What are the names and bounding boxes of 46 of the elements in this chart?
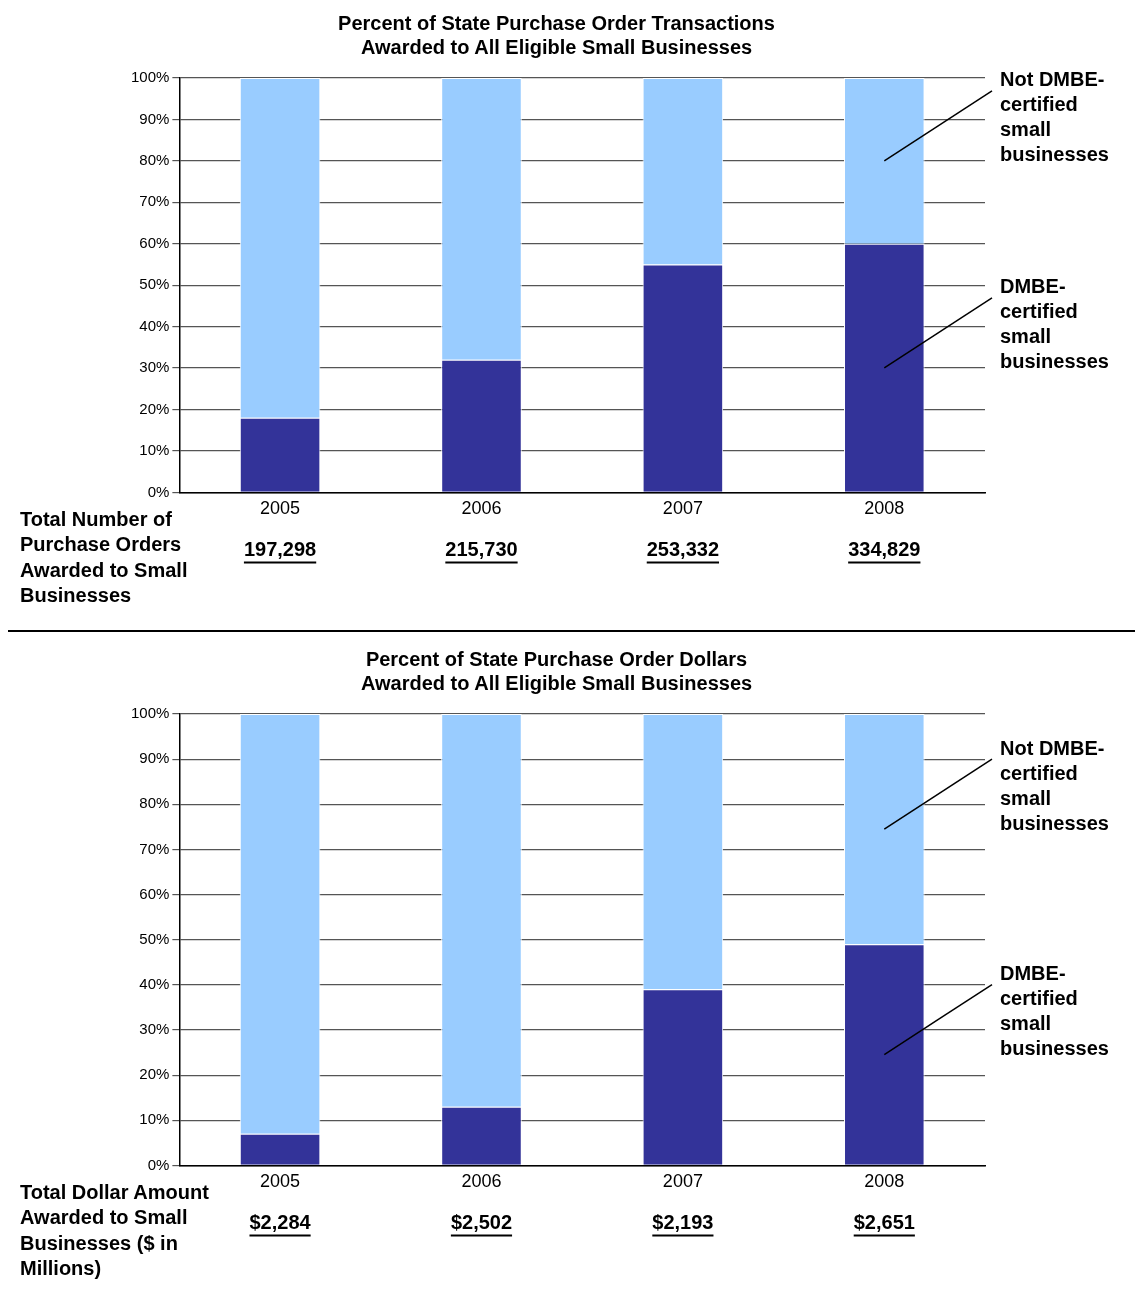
y-tick-label: 0% xyxy=(147,482,170,500)
y-tick-label: 70% xyxy=(139,192,170,210)
text: $2,651 xyxy=(853,1210,915,1233)
x-tick-label: 2007 xyxy=(662,1171,703,1192)
text: DMBE-certified small businesses xyxy=(1000,275,1109,373)
y-tick-label: 60% xyxy=(139,884,170,902)
x-tick-label: 2008 xyxy=(864,498,905,519)
text: $2,193 xyxy=(652,1210,714,1233)
text: Not DMBE-certified small businesses xyxy=(1000,68,1109,166)
x-tick-label: 2006 xyxy=(461,1171,502,1192)
y-tick-label: 100% xyxy=(130,704,170,722)
text: $2,502 xyxy=(450,1210,513,1233)
x-tick-label: 2007 xyxy=(662,498,703,519)
x-tick-label: 2008 xyxy=(864,1171,905,1192)
y-tick-label: 30% xyxy=(139,1020,170,1038)
y-tick-label: 90% xyxy=(139,749,170,767)
x-tick-label: 2006 xyxy=(461,498,502,519)
text: 215,730 xyxy=(445,537,518,560)
text: $2,284 xyxy=(249,1210,312,1233)
text: Total Dollar Amount Awarded to Small Businesses ($ in Millions) xyxy=(20,1180,210,1280)
y-tick-label: 50% xyxy=(139,275,170,293)
y-tick-label: 20% xyxy=(139,1065,170,1083)
text: 253,332 xyxy=(646,537,720,560)
text: DMBE-certified small businesses xyxy=(1000,962,1109,1060)
y-tick-label: 0% xyxy=(147,1155,170,1173)
y-tick-label: 40% xyxy=(139,974,170,992)
y-tick-label: 20% xyxy=(139,399,170,417)
y-tick-label: 10% xyxy=(139,441,170,459)
x-tick-label: 2005 xyxy=(260,1171,301,1192)
y-tick-label: 90% xyxy=(139,109,170,127)
y-tick-label: 50% xyxy=(139,929,170,947)
y-tick-label: 60% xyxy=(139,233,170,251)
text: 334,829 xyxy=(848,537,921,560)
chart-title: Percent of State Purchase Order Transactions Awarded to All Eligible Small Businesses xyxy=(338,11,775,58)
y-tick-label: 10% xyxy=(139,1110,170,1128)
x-tick-label: 2005 xyxy=(260,498,301,519)
text: Not DMBE-certified small businesses xyxy=(1000,736,1109,834)
text: 197,298 xyxy=(243,537,317,560)
y-tick-label: 80% xyxy=(139,794,170,812)
text: Total Number of Purchase Orders Awarded to Small Businesses xyxy=(20,507,188,607)
y-tick-label: 40% xyxy=(139,316,170,334)
y-tick-label: 100% xyxy=(130,68,170,86)
y-tick-label: 80% xyxy=(139,151,170,169)
y-tick-label: 70% xyxy=(139,839,170,857)
y-tick-label: 30% xyxy=(139,358,170,376)
chart-title: Percent of State Purchase Order Dollars Awarded to All Eligible Small Businesses xyxy=(360,647,753,694)
